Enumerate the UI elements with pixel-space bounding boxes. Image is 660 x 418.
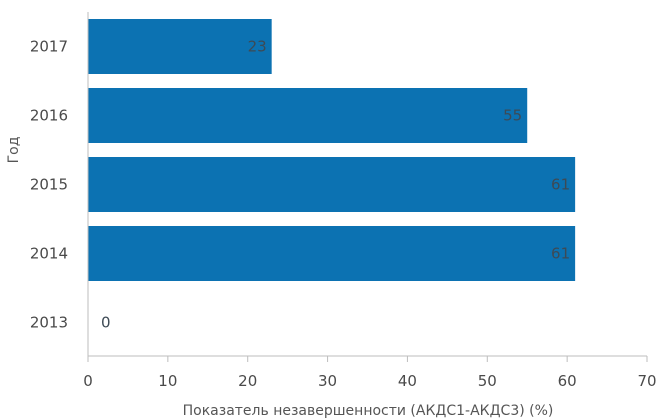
data-label-2017: 23: [248, 38, 267, 56]
y-axis-title: Год: [6, 137, 22, 164]
x-tick-label-60: 60: [558, 372, 577, 390]
x-tick-label-30: 30: [318, 372, 337, 390]
data-label-2015: 61: [551, 176, 570, 194]
bar-2016: [88, 88, 528, 143]
x-tick-label-70: 70: [637, 372, 656, 390]
bar-2014: [88, 226, 576, 281]
data-labels-group: 23 55 61 61 0: [101, 38, 570, 332]
x-tick-label-20: 20: [238, 372, 257, 390]
data-label-2016: 55: [503, 107, 522, 125]
data-label-2014: 61: [551, 245, 570, 263]
data-label-2013: 0: [101, 314, 111, 332]
y-tick-label-2017: 2017: [30, 38, 68, 56]
y-tick-label-2013: 2013: [30, 314, 68, 332]
x-tick-label-0: 0: [83, 372, 93, 390]
y-tick-label-2015: 2015: [30, 176, 68, 194]
bar-2015: [88, 157, 576, 212]
x-tick-labels: 0 10 20 30 40 50 60 70: [83, 356, 657, 390]
x-tick-label-10: 10: [158, 372, 177, 390]
y-tick-label-2014: 2014: [30, 245, 68, 263]
bar-2017: [88, 19, 272, 74]
y-tick-label-2016: 2016: [30, 107, 68, 125]
x-tick-label-50: 50: [478, 372, 497, 390]
x-axis-title: Показатель незавершенности (АКДС1-АКДС3)…: [183, 403, 554, 418]
x-tick-label-40: 40: [398, 372, 417, 390]
bars-group: [88, 19, 576, 281]
y-tick-labels: 2017 2016 2015 2014 2013: [30, 38, 68, 332]
